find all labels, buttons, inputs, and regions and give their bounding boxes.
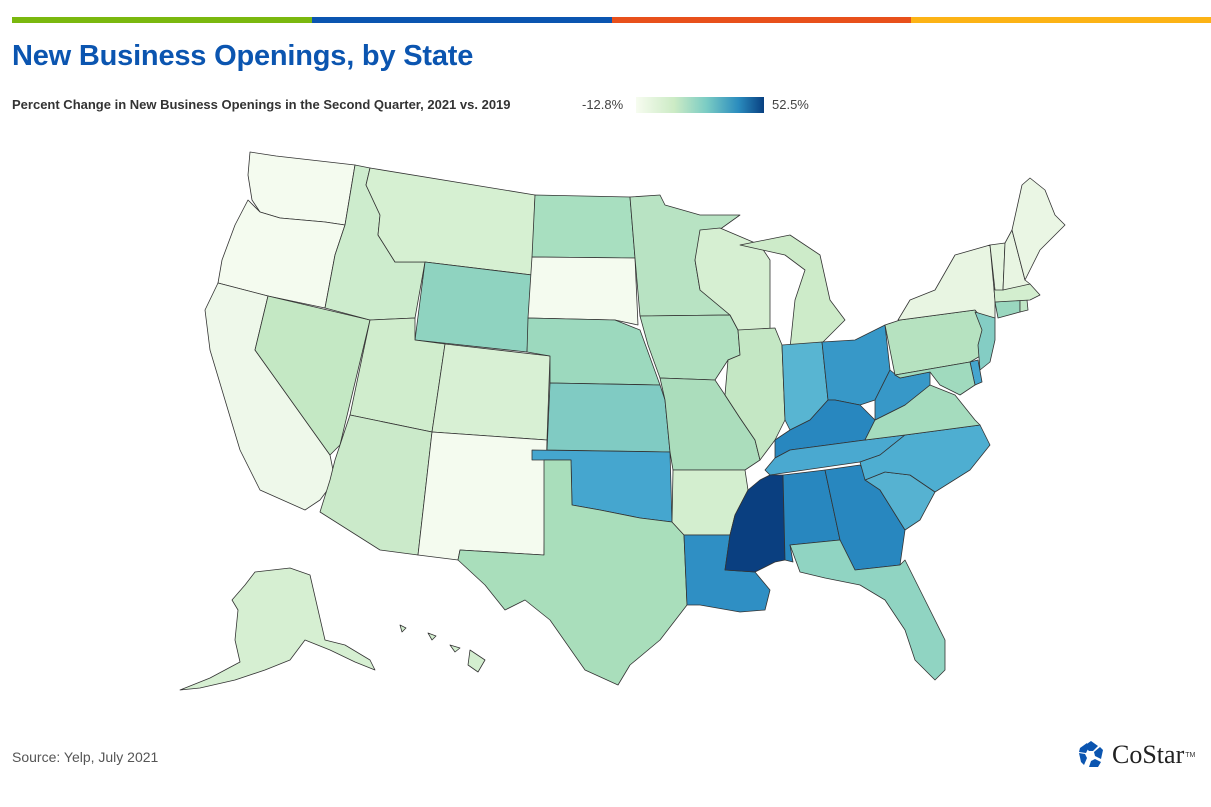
top-bar-orange <box>611 17 912 23</box>
costar-star-icon <box>1079 741 1103 767</box>
costar-wordmark: CoStar <box>1112 740 1185 769</box>
state-IL[interactable] <box>724 327 786 461</box>
trademark-symbol: TM <box>1185 751 1196 759</box>
state-TX[interactable] <box>457 459 688 686</box>
top-color-bar <box>12 17 1211 23</box>
us-choropleth-map <box>0 130 1211 710</box>
state-KS[interactable] <box>546 382 671 453</box>
state-HI[interactable] <box>399 624 486 673</box>
legend-max-label: 52.5% <box>772 97 809 112</box>
legend-color-bar <box>636 97 764 113</box>
source-note: Source: Yelp, July 2021 <box>12 749 159 765</box>
state-CT[interactable] <box>994 299 1021 319</box>
state-AK[interactable] <box>179 567 376 691</box>
state-NH[interactable] <box>1002 229 1031 291</box>
top-bar-green <box>12 17 312 23</box>
state-MD[interactable] <box>894 361 976 396</box>
state-NV[interactable] <box>254 295 371 456</box>
state-FL[interactable] <box>789 539 946 681</box>
state-NJ[interactable] <box>974 311 996 371</box>
costar-logo: CoStar TM <box>1076 740 1195 770</box>
chart-title: New Business Openings, by State <box>12 40 474 72</box>
state-CO[interactable] <box>431 343 551 441</box>
state-WY[interactable] <box>414 261 533 353</box>
top-bar-yellow <box>911 17 1211 23</box>
state-NY[interactable] <box>897 244 996 323</box>
chart-subtitle: Percent Change in New Business Openings … <box>12 97 511 112</box>
legend-min-label: -12.8% <box>582 97 624 112</box>
top-bar-blue <box>311 17 612 23</box>
state-ME[interactable] <box>1011 177 1066 281</box>
state-ND[interactable] <box>531 194 636 259</box>
state-NM[interactable] <box>417 431 548 561</box>
state-WV[interactable] <box>874 369 931 421</box>
state-RI[interactable] <box>1019 299 1029 313</box>
state-SD[interactable] <box>527 256 639 326</box>
state-NC[interactable] <box>859 424 991 493</box>
